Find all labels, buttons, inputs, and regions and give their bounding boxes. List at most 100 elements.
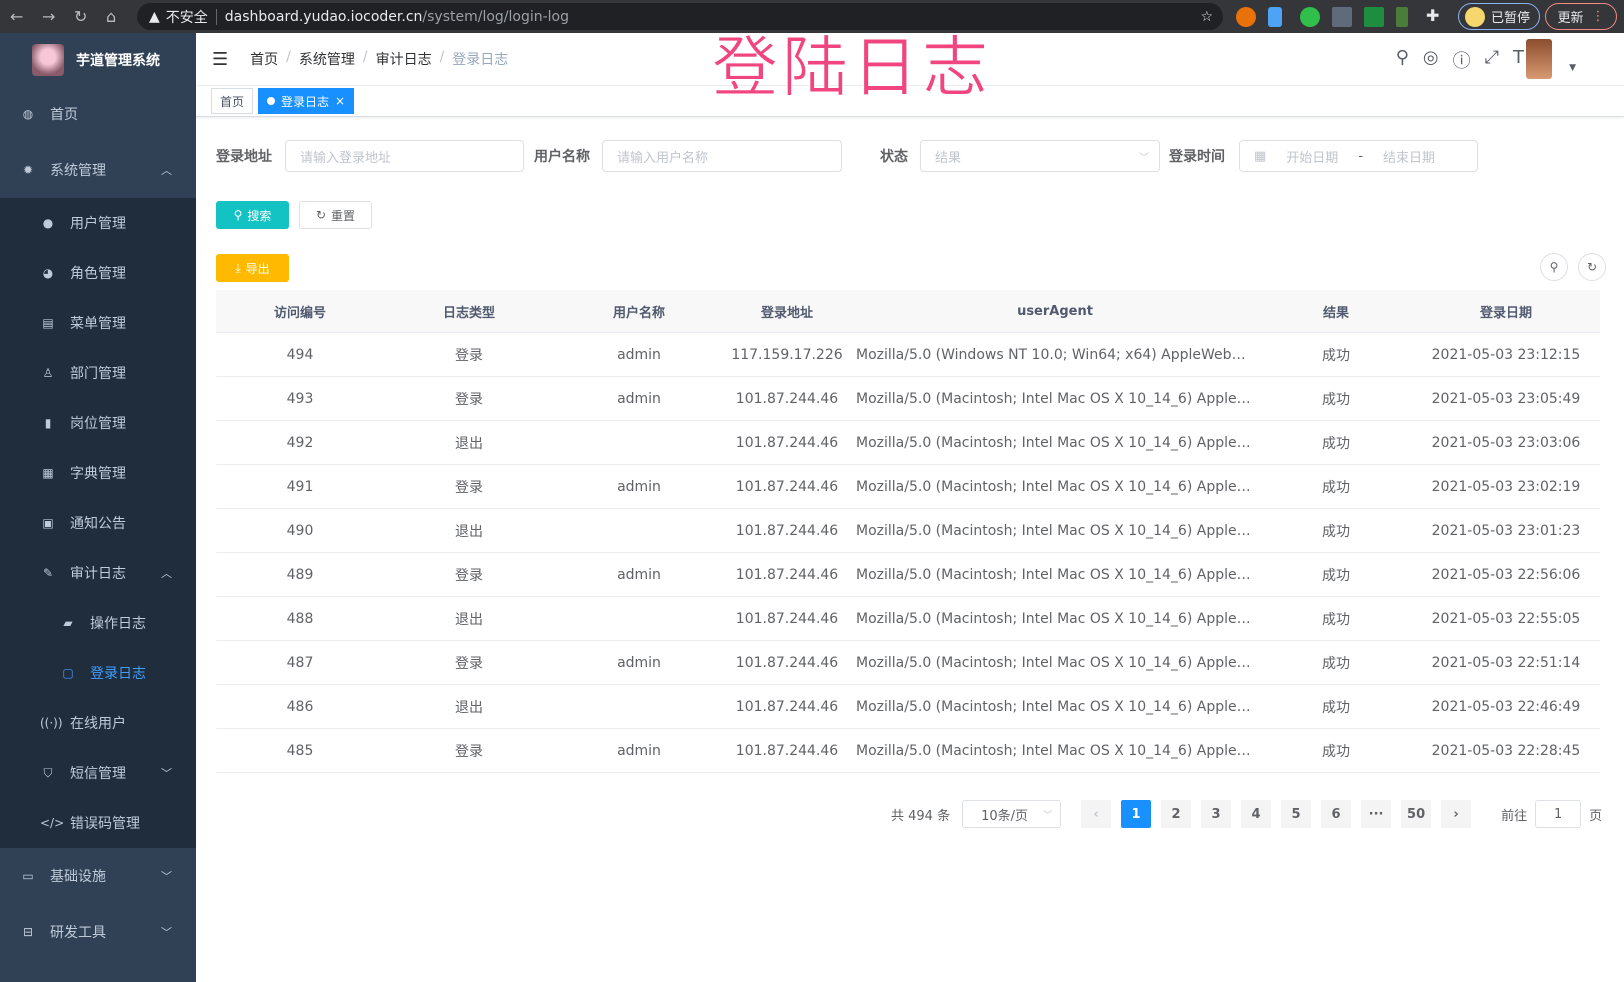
username-input[interactable]: 请输入用户名称 (602, 140, 842, 172)
sidebar-item-post[interactable]: ▮ 岗位管理 (0, 398, 196, 448)
extension-icon[interactable] (1268, 7, 1282, 27)
sidebar-item-system[interactable]: ✹ 系统管理 ︿ (0, 142, 196, 198)
table-cell: 491 (286, 478, 314, 495)
search-button[interactable]: ⚲ 搜索 (216, 201, 289, 229)
pagination: 共 494 条 10条/页 ﹀ ‹ 1 2 3 4 5 6 ··· 50 › 前往 1 页 (891, 800, 1602, 828)
sidebar-item-login-log[interactable]: ▢ 登录日志 (0, 648, 196, 698)
status-select[interactable]: 结果 ﹀ (920, 140, 1160, 172)
reset-button[interactable]: ↻ 重置 (299, 201, 372, 229)
sidebar-item-home[interactable]: ◍ 首页 (0, 86, 196, 142)
table-row[interactable]: 490 退出 101.87.244.46 Mozilla/5.0 (Macintosh… (216, 509, 1600, 553)
address-input[interactable]: 请输入登录地址 (285, 140, 524, 172)
caret-down-icon[interactable]: ▼ (1569, 63, 1576, 73)
forward-icon[interactable]: → (42, 7, 56, 26)
sidebar-item-label: 岗位管理 (70, 416, 126, 432)
extension-icon[interactable] (1236, 7, 1256, 27)
close-icon[interactable]: × (335, 94, 346, 108)
table-row[interactable]: 492 退出 101.87.244.46 Mozilla/5.0 (Macintosh… (216, 421, 1600, 465)
fullscreen-icon[interactable]: ⤢ (1484, 47, 1499, 68)
help-icon[interactable]: ⓘ (1452, 51, 1471, 72)
placeholder: 开始日期 (1286, 150, 1339, 166)
sidebar-item-dict[interactable]: ▦ 字典管理 (0, 448, 196, 498)
table-cell: Mozilla/5.0 (Macintosh; Intel Mac OS X 1… (856, 566, 1260, 583)
sidebar-item-operate-log[interactable]: ▰ 操作日志 (0, 598, 196, 648)
breadcrumb: 首页 / 系统管理 / 审计日志 / 登录日志 (250, 49, 509, 68)
profile-button[interactable]: 已暂停 (1458, 3, 1540, 30)
goto-label: 前往 (1501, 808, 1528, 824)
tag-home[interactable]: 首页 (211, 88, 254, 114)
page-button[interactable]: ··· (1361, 800, 1392, 828)
github-icon[interactable]: ◎ (1422, 47, 1439, 68)
sidebar-item-role[interactable]: ◕ 角色管理 (0, 248, 196, 298)
sidebar-item-notice[interactable]: ▣ 通知公告 (0, 498, 196, 548)
reload-icon[interactable]: ↻ (74, 7, 88, 26)
page-button[interactable]: 3 (1201, 800, 1232, 828)
sidebar-item-menu[interactable]: ▤ 菜单管理 (0, 298, 196, 348)
update-button[interactable]: 更新 ⋮ (1545, 3, 1617, 30)
page-button[interactable]: 5 (1281, 800, 1312, 828)
table-cell: 2021-05-03 22:56:06 (1431, 566, 1581, 583)
sidebar-item-tool[interactable]: ⊟ 研发工具 ﹀ (0, 904, 196, 960)
hamburger-icon[interactable]: ☰ (212, 48, 229, 70)
sidebar-item-dept[interactable]: ♙ 部门管理 (0, 348, 196, 398)
next-page-button[interactable]: › (1441, 800, 1472, 828)
message-icon: ▣ (42, 516, 54, 530)
goto-suffix: 页 (1589, 808, 1603, 824)
sidebar-item-audit-log[interactable]: ✎ 审计日志 ︿ (0, 548, 196, 598)
export-button[interactable]: ⤓ 导出 (216, 254, 289, 282)
breadcrumb-item[interactable]: 首页 (250, 52, 279, 68)
chevron-down-icon: ﹀ (161, 767, 172, 780)
table-row[interactable]: 493 登录 admin 101.87.244.46 Mozilla/5.0 (Maci… (216, 377, 1600, 421)
submenu-audit-log: ▰ 操作日志 ▢ 登录日志 (0, 598, 196, 698)
table-row[interactable]: 491 登录 admin 101.87.244.46 Mozilla/5.0 (Maci… (216, 465, 1600, 509)
extension-icon[interactable] (1396, 7, 1408, 27)
table-cell: 2021-05-03 23:03:06 (1431, 434, 1581, 451)
breadcrumb-item[interactable]: 审计日志 (375, 52, 432, 68)
page-button[interactable]: 1 (1121, 800, 1152, 828)
sidebar-item-user[interactable]: ● 用户管理 (0, 198, 196, 248)
page-button[interactable]: 2 (1161, 800, 1192, 828)
star-icon[interactable]: ☆ (1200, 8, 1213, 25)
goto-page-input[interactable]: 1 (1535, 800, 1582, 828)
page-button[interactable]: 50 (1401, 800, 1432, 828)
table-cell: 493 (286, 390, 314, 407)
back-icon[interactable]: ← (10, 7, 24, 26)
table-cell: 成功 (1322, 699, 1350, 716)
address-bar[interactable]: ▲ 不安全 dashboard.yudao.iocoder.cn/system/… (137, 3, 1223, 30)
extension-icon[interactable] (1364, 7, 1384, 27)
peoples-icon: ◕ (42, 266, 54, 280)
sidebar-item-error-code[interactable]: </> 错误码管理 (0, 798, 196, 848)
sidebar-item-label: 部门管理 (70, 366, 126, 382)
page-size-select[interactable]: 10条/页 ﹀ (962, 800, 1062, 828)
table-row[interactable]: 486 退出 101.87.244.46 Mozilla/5.0 (Macintosh… (216, 685, 1600, 729)
page-button[interactable]: 6 (1321, 800, 1352, 828)
refresh-button[interactable]: ↻ (1578, 253, 1606, 281)
logo[interactable]: 芋道管理系统 (0, 33, 196, 86)
table-cell: 101.87.244.46 (735, 610, 839, 627)
table-row[interactable]: 485 登录 admin 101.87.244.46 Mozilla/5.0 (Maci… (216, 729, 1600, 773)
sidebar-item-infra[interactable]: ▭ 基础设施 ﹀ (0, 848, 196, 904)
avatar[interactable] (1526, 39, 1552, 79)
table-row[interactable]: 494 登录 admin 117.159.17.226 Mozilla/5.0 (Win… (216, 333, 1600, 377)
toggle-search-button[interactable]: ⚲ (1540, 253, 1568, 281)
breadcrumb-item[interactable]: 系统管理 (298, 52, 355, 68)
home-icon[interactable]: ⌂ (106, 7, 117, 26)
puzzle-icon[interactable]: ✚ (1426, 6, 1440, 25)
page-button[interactable]: 4 (1241, 800, 1272, 828)
extension-icon[interactable] (1332, 7, 1352, 27)
table-row[interactable]: 489 登录 admin 101.87.244.46 Mozilla/5.0 (Maci… (216, 553, 1600, 597)
sidebar-item-sms[interactable]: ⛉ 短信管理 ﹀ (0, 748, 196, 798)
date-range-picker[interactable]: ▦ 开始日期 - 结束日期 (1239, 140, 1478, 172)
font-size-icon[interactable]: T (1513, 47, 1524, 68)
prev-page-button[interactable]: ‹ (1081, 800, 1112, 828)
status-label: 状态 (880, 149, 908, 165)
tag-login-log[interactable]: 登录日志 × (258, 88, 355, 114)
table-row[interactable]: 487 登录 admin 101.87.244.46 Mozilla/5.0 (Maci… (216, 641, 1600, 685)
extension-icon[interactable] (1300, 7, 1320, 27)
sidebar-item-online[interactable]: ((·)) 在线用户 (0, 698, 196, 748)
sidebar-item-label: 用户管理 (70, 216, 126, 232)
sidebar-item-label: 登录日志 (90, 666, 146, 682)
table-row[interactable]: 488 退出 101.87.244.46 Mozilla/5.0 (Macintosh… (216, 597, 1600, 641)
table-cell: 101.87.244.46 (735, 434, 839, 451)
search-icon[interactable]: ⚲ (1395, 47, 1409, 68)
